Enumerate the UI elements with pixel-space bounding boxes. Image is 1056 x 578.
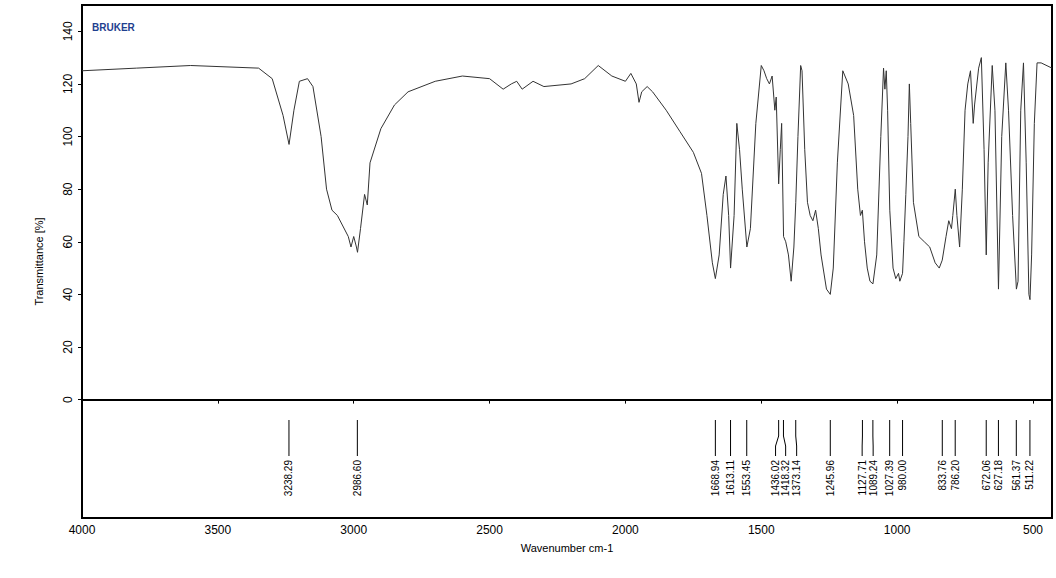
svg-text:561.37: 561.37 (1011, 460, 1022, 491)
svg-text:1373.14: 1373.14 (791, 460, 802, 497)
svg-text:1127.71: 1127.71 (857, 460, 868, 496)
svg-text:2500: 2500 (476, 523, 503, 537)
svg-text:3000: 3000 (340, 523, 367, 537)
svg-text:3500: 3500 (205, 523, 232, 537)
svg-text:2000: 2000 (612, 523, 639, 537)
svg-text:100: 100 (61, 126, 75, 146)
svg-text:140: 140 (61, 21, 75, 41)
svg-text:20: 20 (61, 340, 75, 354)
svg-text:980.00: 980.00 (897, 460, 908, 491)
svg-text:627.18: 627.18 (993, 460, 1004, 491)
svg-text:1000: 1000 (884, 523, 911, 537)
svg-text:511.22: 511.22 (1024, 460, 1035, 490)
svg-text:1668.94: 1668.94 (710, 460, 721, 497)
svg-text:1089.24: 1089.24 (868, 460, 879, 497)
svg-text:4000: 4000 (69, 523, 96, 537)
svg-text:1027.39: 1027.39 (884, 460, 895, 497)
svg-text:1436.02: 1436.02 (770, 460, 782, 497)
svg-text:2986.60: 2986.60 (352, 460, 363, 497)
svg-text:3238.29: 3238.29 (283, 460, 294, 497)
svg-text:Transmittance [%]: Transmittance [%] (33, 217, 45, 305)
svg-text:1418.32: 1418.32 (780, 460, 791, 497)
svg-text:40: 40 (61, 287, 75, 301)
svg-text:1245.96: 1245.96 (825, 460, 836, 497)
svg-text:120: 120 (61, 74, 75, 94)
svg-text:80: 80 (61, 182, 75, 196)
svg-text:500: 500 (1023, 523, 1043, 537)
svg-text:1553.45: 1553.45 (741, 460, 752, 497)
svg-text:0: 0 (61, 396, 75, 403)
svg-text:BRUKER: BRUKER (92, 22, 136, 33)
svg-text:833.76: 833.76 (937, 460, 948, 491)
svg-text:1613.11: 1613.11 (725, 460, 736, 496)
svg-text:60: 60 (61, 235, 75, 249)
svg-text:672.06: 672.06 (981, 460, 992, 491)
svg-text:1500: 1500 (748, 523, 775, 537)
svg-text:786.20: 786.20 (950, 460, 961, 491)
svg-text:Wavenumber cm-1: Wavenumber cm-1 (521, 542, 614, 554)
